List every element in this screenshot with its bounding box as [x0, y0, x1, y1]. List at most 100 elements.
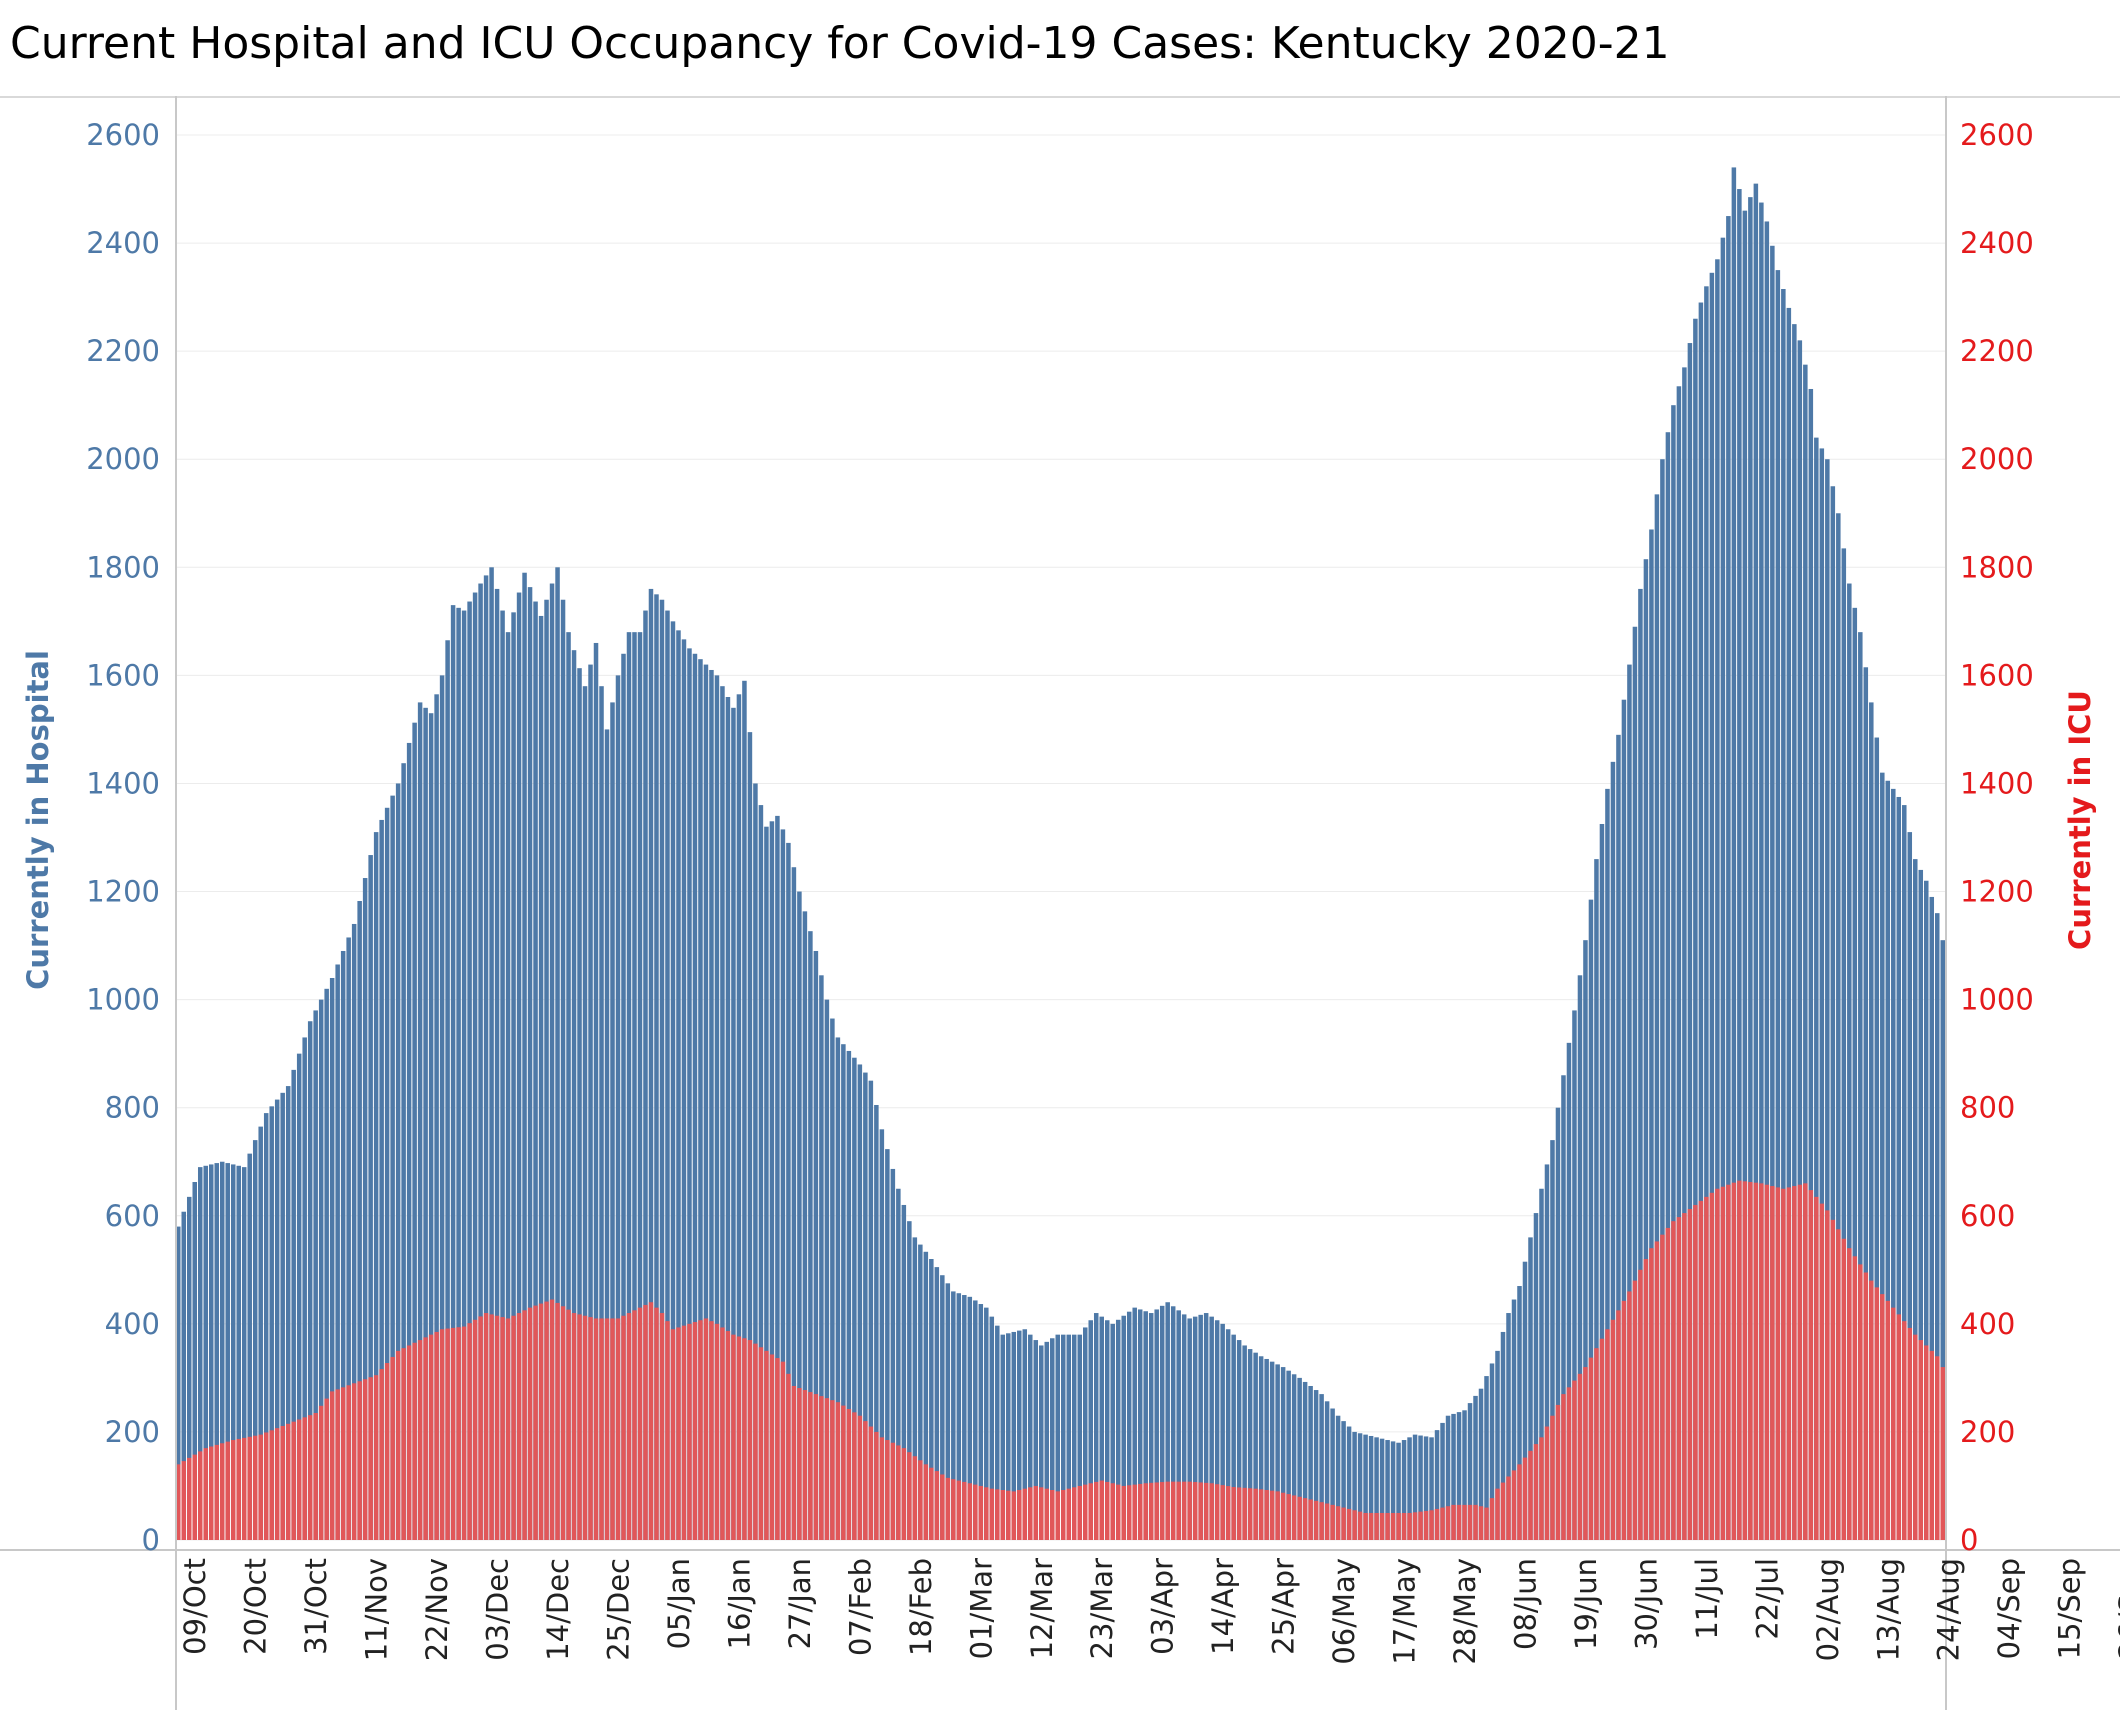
- hospital-bar: [1731, 167, 1737, 1540]
- icu-bar: [1368, 1512, 1374, 1540]
- icu-bar: [1891, 1307, 1896, 1540]
- left-y-tick-label: 1200: [86, 875, 160, 909]
- icu-bar: [351, 1383, 357, 1540]
- hospital-bar: [225, 1163, 230, 1540]
- icu-bar: [186, 1457, 192, 1540]
- icu-bar: [1726, 1184, 1731, 1540]
- hospital-bar: [1786, 307, 1792, 1540]
- icu-bar: [329, 1391, 335, 1540]
- hospital-bar: [1011, 1331, 1017, 1540]
- hospital-bar: [274, 1099, 280, 1540]
- x-tick-label: 07/Feb: [843, 1558, 877, 1656]
- icu-bar: [472, 1319, 478, 1540]
- hospital-bar: [230, 1164, 236, 1540]
- icu-bar: [1209, 1483, 1214, 1540]
- icu-bar: [1874, 1287, 1880, 1540]
- icu-bar: [1412, 1512, 1418, 1540]
- hospital-bar: [687, 648, 692, 1540]
- hospital-bar: [1781, 289, 1786, 1540]
- hospital-bar: [670, 621, 676, 1540]
- icu-bar: [1220, 1485, 1225, 1540]
- x-tick-label: 05/Jan: [662, 1558, 696, 1649]
- hospital-bar: [1291, 1374, 1297, 1540]
- x-tick-label: 30/Jun: [1629, 1558, 1663, 1650]
- icu-bar: [1154, 1482, 1159, 1540]
- icu-bar: [1269, 1490, 1275, 1540]
- icu-bar: [225, 1441, 230, 1540]
- icu-bar: [1643, 1259, 1649, 1540]
- x-tick-label: 20/Oct: [239, 1558, 273, 1655]
- hospital-bar: [1935, 913, 1940, 1540]
- hospital-bar: [1632, 626, 1638, 1540]
- icu-bar: [1308, 1499, 1313, 1540]
- icu-bar: [1583, 1367, 1588, 1540]
- hospital-bar: [923, 1251, 929, 1540]
- icu-bar: [1302, 1498, 1308, 1540]
- icu-bar: [676, 1327, 681, 1540]
- hospital-bar: [1759, 202, 1764, 1540]
- hospital-bar: [560, 599, 566, 1540]
- hospital-bar: [1610, 761, 1616, 1540]
- icu-bar: [1297, 1496, 1302, 1540]
- icu-bar: [1572, 1380, 1577, 1540]
- right-y-tick-label: 2200: [1960, 334, 2034, 368]
- hospital-bar: [1830, 486, 1836, 1540]
- icu-bar: [918, 1460, 923, 1540]
- hospital-bar: [285, 1086, 291, 1540]
- icu-bar: [599, 1318, 604, 1540]
- hospital-bar: [654, 594, 659, 1540]
- hospital-bar: [406, 742, 412, 1540]
- icu-bar: [571, 1313, 577, 1540]
- x-tick-label: 11/Jul: [1690, 1558, 1724, 1640]
- hospital-bar: [1297, 1377, 1302, 1540]
- icu-bar: [1533, 1444, 1539, 1540]
- x-tick-label: 01/Mar: [964, 1558, 998, 1659]
- x-tick-label: 19/Jun: [1569, 1558, 1603, 1650]
- hospital-bar: [1000, 1334, 1006, 1540]
- left-y-tick-label: 600: [105, 1199, 160, 1233]
- hospital-bar: [192, 1182, 197, 1540]
- icu-bar: [758, 1347, 764, 1540]
- hospital-bar: [1445, 1415, 1451, 1540]
- hospital-bar: [1286, 1370, 1291, 1540]
- left-y-tick-labels: 0 200 400 600 800 1000 1200 1400 1600 1800 2000 220…: [86, 118, 160, 1557]
- icu-bar: [500, 1317, 505, 1540]
- hospital-bar: [307, 1021, 313, 1540]
- hospital-bar: [962, 1295, 967, 1540]
- hospital-bar: [423, 707, 428, 1540]
- hospital-bar: [208, 1164, 214, 1540]
- hospital-bar: [1885, 780, 1891, 1540]
- icu-bar: [1511, 1470, 1517, 1540]
- left-y-tick-label: 2200: [86, 334, 160, 368]
- icu-bar: [687, 1323, 692, 1540]
- right-y-tick-label: 1200: [1960, 875, 2034, 909]
- hospital-bar: [1792, 324, 1797, 1540]
- icu-bar: [698, 1320, 703, 1540]
- hospital-bar: [483, 575, 489, 1540]
- icu-bar: [1720, 1186, 1726, 1540]
- icu-bar: [1836, 1229, 1841, 1540]
- icu-bar: [483, 1313, 489, 1540]
- hospital-bar: [1396, 1442, 1401, 1540]
- x-tick-labels: 09/Oct 20/Oct 31/Oct 11/Nov 22/Nov 03/Dec 14/D…: [178, 1558, 2120, 1665]
- hospital-bar: [786, 842, 791, 1540]
- hospital-bar: [379, 819, 384, 1540]
- icu-bar: [516, 1313, 522, 1540]
- hospital-bar: [280, 1092, 285, 1540]
- hospital-bar: [1478, 1388, 1484, 1540]
- hospital-bar: [401, 763, 406, 1540]
- hospital-bar: [698, 659, 703, 1540]
- icu-bar: [1352, 1510, 1357, 1540]
- hospital-bar: [417, 702, 423, 1540]
- icu-bar: [709, 1321, 714, 1540]
- hospital-bar: [1517, 1286, 1522, 1540]
- hospital-bar: [368, 855, 373, 1540]
- hospital-bar: [362, 878, 368, 1540]
- icu-bar: [302, 1417, 307, 1540]
- icu-bar: [945, 1477, 951, 1540]
- hospital-bar: [1126, 1311, 1132, 1540]
- hospital-bar: [1924, 880, 1929, 1540]
- icu-bar: [1539, 1437, 1544, 1540]
- hospital-bar: [1280, 1367, 1286, 1540]
- icu-bar: [1704, 1196, 1709, 1540]
